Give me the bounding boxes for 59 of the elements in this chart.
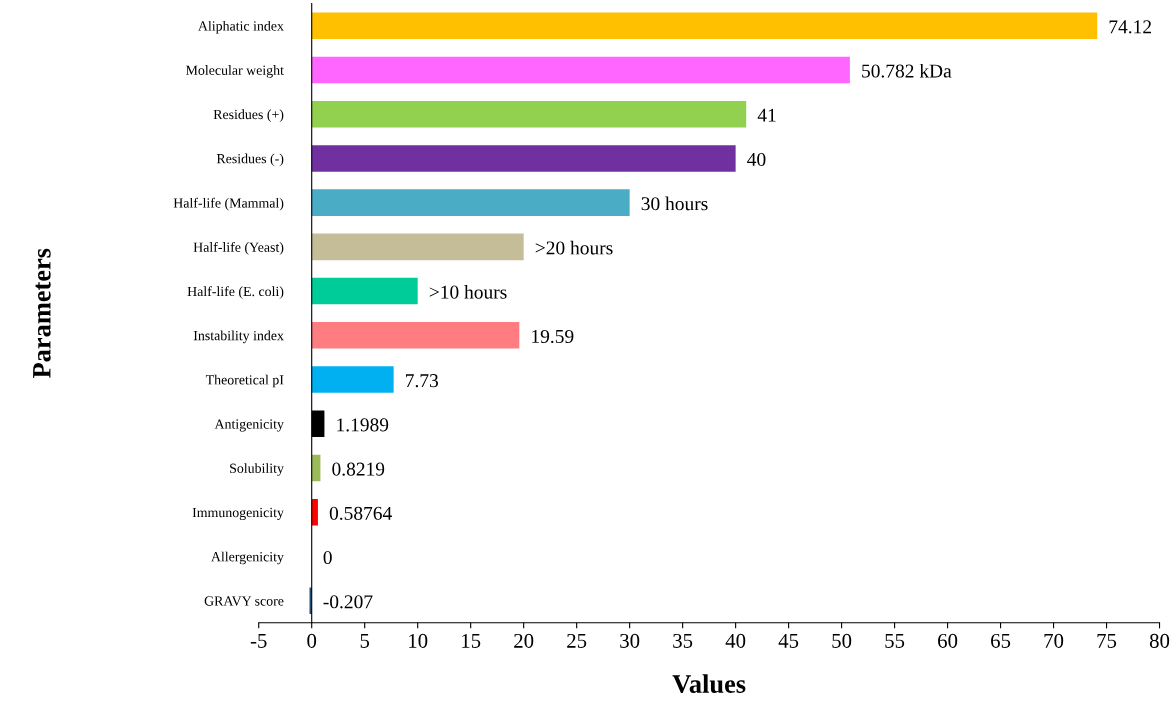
data-label: 40 (747, 152, 766, 167)
x-tick-label: 75 (1097, 634, 1117, 648)
bar (311, 322, 520, 349)
y-tick-label: Half-life (Yeast) (193, 241, 284, 255)
y-tick-label: Molecular weight (185, 65, 284, 78)
x-tick-label: 25 (567, 633, 587, 648)
data-label: 74.12 (1109, 20, 1152, 34)
y-tick-label: Allergenicity (211, 551, 284, 565)
x-tick-label: 55 (885, 634, 905, 648)
bar (311, 366, 394, 393)
bar (311, 498, 318, 526)
data-label: -0.207 (323, 595, 373, 609)
x-tick-label: 80 (1149, 633, 1170, 648)
y-tick-label: Solubility (230, 463, 284, 476)
data-label: >20 hours (535, 240, 613, 255)
y-tick-label: Residues (+) (213, 109, 284, 122)
y-tick-label: Theoretical pI (205, 374, 284, 388)
x-tick-label: 5 (360, 634, 370, 648)
bar (311, 100, 747, 128)
data-label: 7.73 (406, 374, 439, 388)
y-tick-label: Antigenicity (214, 419, 284, 432)
bar (311, 277, 418, 305)
x-tick-label: 15 (462, 633, 481, 648)
data-label: 50.782 kDa (862, 63, 952, 78)
data-label: >10 hours (429, 285, 507, 299)
bar (311, 56, 850, 84)
bar (311, 12, 1098, 39)
y-tick-label: Instability index (193, 330, 284, 344)
x-tick-label: 20 (514, 633, 534, 648)
y-tick-label: Aliphatic index (198, 20, 284, 34)
x-tick-label: 45 (778, 633, 799, 648)
x-tick-label: 60 (938, 633, 958, 648)
x-axis-title: Values (672, 674, 746, 694)
x-tick-label: 50 (832, 633, 852, 648)
data-label: 0.58764 (329, 506, 392, 520)
y-tick-label: Immunogenicity (192, 507, 284, 521)
y-axis-title: Parameters (33, 248, 51, 378)
x-tick-label: 30 (620, 633, 640, 648)
y-tick-label: Half-life (Mammal) (173, 197, 284, 211)
y-tick-label: Half-life (E. coli) (187, 286, 284, 299)
x-tick-label: 35 (673, 633, 693, 648)
data-label: 0.8219 (332, 462, 385, 476)
x-tick-label: -5 (250, 634, 267, 648)
bar (311, 145, 736, 172)
y-tick-label: Residues (-) (216, 153, 284, 167)
data-label: 0 (323, 550, 332, 565)
x-tick-label: 10 (409, 633, 428, 648)
bar (311, 189, 630, 216)
data-label: 41 (757, 108, 776, 122)
data-label: 19.59 (532, 329, 574, 344)
x-tick-label: 65 (991, 633, 1011, 648)
data-label: 30 hours (641, 196, 708, 211)
x-tick-label: 40 (725, 633, 746, 648)
x-tick-label: 70 (1044, 633, 1064, 648)
x-tick-label: 0 (307, 633, 317, 648)
bar (311, 454, 321, 482)
bar (311, 233, 524, 261)
data-label: 1.1989 (337, 418, 389, 432)
y-tick-label: GRAVY score (204, 596, 284, 606)
